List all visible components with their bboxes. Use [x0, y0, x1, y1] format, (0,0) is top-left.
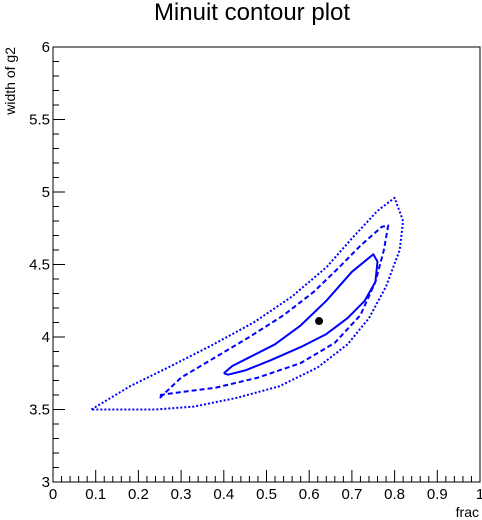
x-axis: 0 0.1 0.2 0.3 0.4 0.5 0.6 0.7 0.8 0.9 1 [49, 470, 482, 503]
x-tick-label: 0.2 [128, 486, 149, 503]
x-tick-label: 0.6 [299, 486, 320, 503]
y-axis: 3 3.5 4 4.5 5 5.5 6 [29, 39, 65, 491]
y-tick-label: 5.5 [29, 112, 50, 129]
y-tick-label: 3 [42, 474, 50, 491]
y-tick-label: 6 [42, 39, 50, 56]
minimum-points [315, 317, 324, 326]
x-tick-label: 0.4 [213, 486, 234, 503]
contour-dotted-line [90, 196, 405, 411]
x-tick-label: 0 [49, 486, 57, 503]
y-tick-label: 3.5 [29, 402, 50, 419]
x-tick-label: 1 [476, 486, 482, 503]
y-tick-label: 4.5 [29, 257, 50, 274]
y-axis-title: width of g2 [2, 47, 18, 116]
contour-solid-line [223, 253, 379, 376]
x-tick-label: 0.3 [171, 486, 192, 503]
contour-series [90, 196, 405, 411]
contour-dashed-line [158, 224, 390, 399]
chart-title: Minuit contour plot [154, 0, 350, 26]
plot-frame [52, 46, 481, 483]
x-tick-label: 0.5 [256, 486, 277, 503]
x-tick-label: 0.9 [427, 486, 448, 503]
y-tick-label: 5 [42, 184, 50, 201]
x-axis-title: frac [456, 504, 479, 520]
y-tick-label: 4 [42, 329, 50, 346]
x-tick-label: 0.8 [384, 486, 405, 503]
x-tick-label: 0.7 [341, 486, 362, 503]
x-tick-label: 0.1 [85, 486, 106, 503]
minimum-point [315, 317, 324, 326]
